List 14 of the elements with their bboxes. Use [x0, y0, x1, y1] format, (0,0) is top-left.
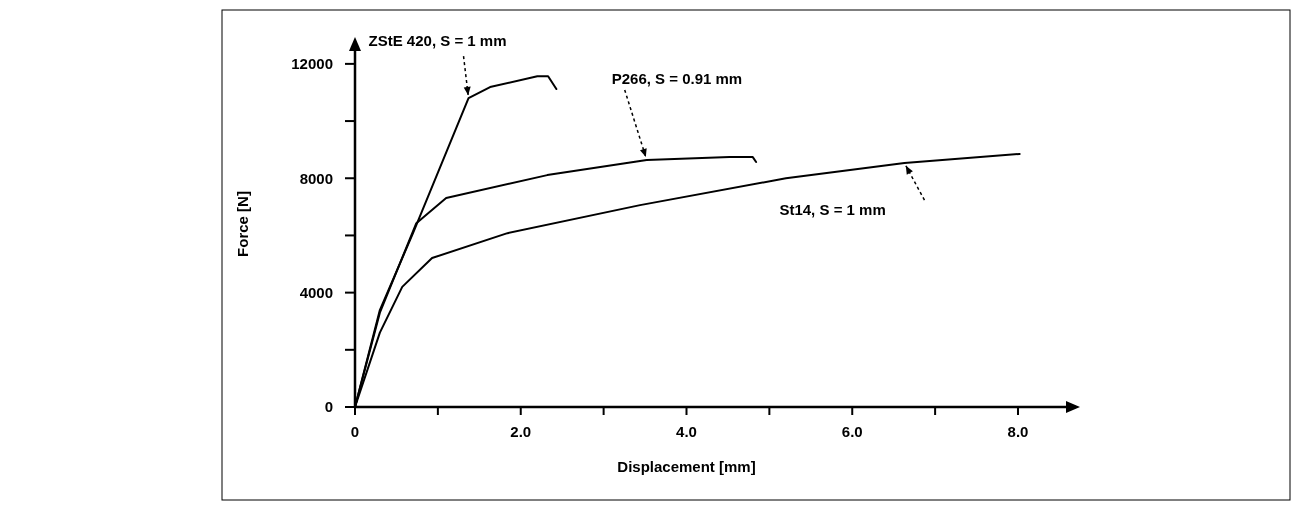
y-tick-label: 0: [324, 398, 333, 416]
x-tick-label: 8.0: [1007, 423, 1029, 440]
x-axis-title: Displacement [mm]: [617, 458, 756, 475]
x-tick-label: 6.0: [841, 423, 863, 440]
x-tick-label: 0: [350, 423, 360, 440]
y-axis-title: Force [N]: [234, 191, 251, 257]
x-tick-label: 2.0: [510, 423, 532, 440]
y-tick-label: 12000: [291, 55, 333, 73]
annotation: P266, S = 0.91 mm: [611, 69, 743, 87]
annotation: St14, S = 1 mm: [779, 201, 886, 219]
y-tick-label: 4000: [299, 283, 333, 301]
y-tick-label: 8000: [299, 169, 333, 187]
annotation: ZStE 420, S = 1 mm: [368, 32, 507, 50]
x-tick-label: 4.0: [676, 423, 697, 440]
